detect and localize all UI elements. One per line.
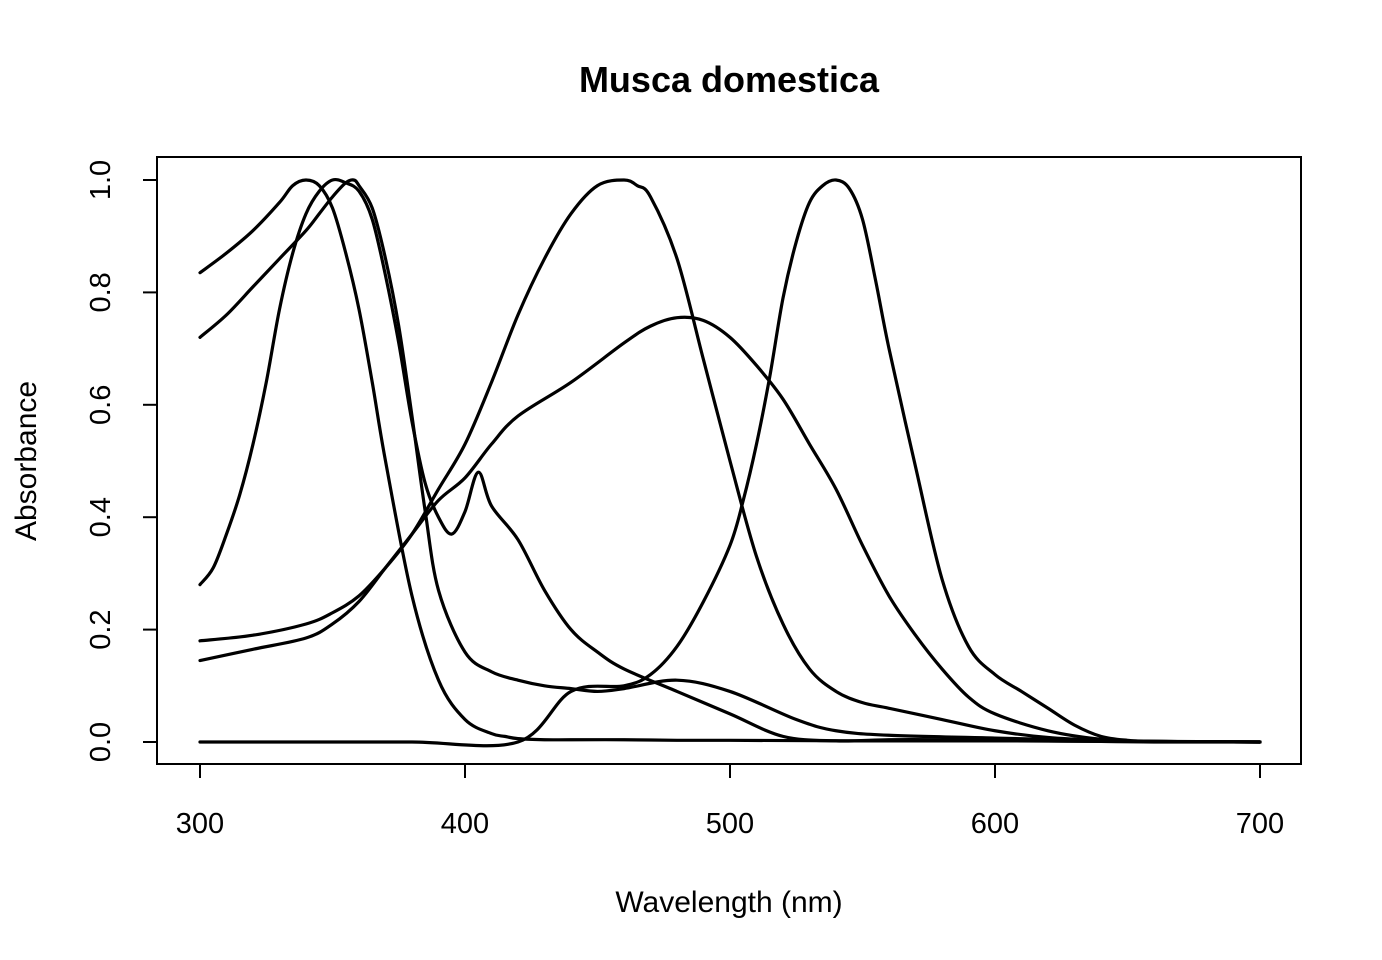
y-tick-label: 0.8 <box>85 272 117 312</box>
series-line-5 <box>198 315 1262 744</box>
y-tick-label: 1.0 <box>85 160 117 200</box>
y-tick-label: 0.4 <box>85 497 117 537</box>
x-tick-label: 400 <box>441 808 489 840</box>
series-line-4 <box>198 178 1262 744</box>
chart-title: Musca domestica <box>579 59 880 100</box>
series-line-6 <box>198 178 1262 748</box>
y-axis: 0.0 0.2 0.4 0.6 0.8 1.0 <box>85 160 158 762</box>
y-axis-label: Absorbance <box>10 381 43 541</box>
x-tick-label: 300 <box>176 808 224 840</box>
y-tick-label: 0.2 <box>85 609 117 649</box>
x-tick-label: 500 <box>706 808 754 840</box>
series-group <box>198 177 1262 748</box>
y-tick-label: 0.0 <box>85 722 117 762</box>
x-tick-label: 700 <box>1236 808 1284 840</box>
series-line-3 <box>198 177 1262 744</box>
x-axis-label: Wavelength (nm) <box>615 886 842 919</box>
y-tick-label: 0.6 <box>85 385 117 425</box>
x-axis: 300 400 500 600 700 <box>176 763 1284 840</box>
x-tick-label: 600 <box>971 808 1019 840</box>
series-line-2 <box>198 178 1262 744</box>
